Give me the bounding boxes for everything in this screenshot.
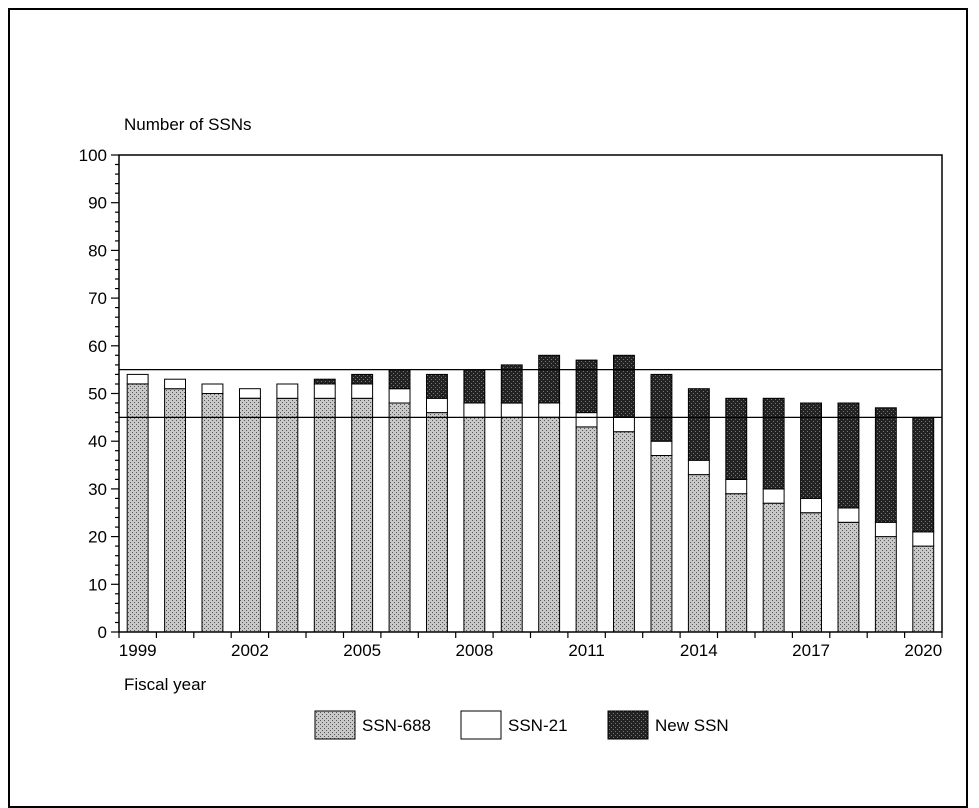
bar-ssn-21-2017 (800, 497, 822, 514)
bar-new-ssn-2009 (500, 364, 523, 404)
bar-new-ssn-2017 (800, 402, 822, 499)
x-tick-label: 2008 (455, 641, 493, 660)
y-tick-label: 50 (88, 385, 107, 404)
bars-group (126, 354, 935, 633)
bar-ssn-688-2011 (575, 426, 598, 633)
bar-ssn-688-2020 (912, 545, 935, 633)
y-tick-label: 90 (88, 194, 107, 213)
bar-ssn-21-2004 (313, 383, 336, 399)
bar-ssn-21-2019 (874, 521, 897, 538)
bar-ssn-688-2009 (500, 416, 523, 633)
y-tick-label: 0 (98, 623, 107, 642)
bar-new-ssn-2015 (725, 397, 748, 480)
bar-new-ssn-2010 (538, 354, 561, 404)
bar-ssn-21-2020 (912, 531, 935, 547)
bar-new-ssn-2016 (762, 397, 785, 490)
bar-new-ssn-2018 (837, 402, 860, 509)
bar-new-ssn-2006 (388, 369, 411, 390)
x-tick-label: 2017 (792, 641, 830, 660)
y-axis-label: Number of SSNs (124, 115, 252, 134)
bar-ssn-688-2004 (313, 397, 336, 633)
bar-ssn-21-2018 (837, 507, 860, 523)
y-tick-label: 80 (88, 241, 107, 260)
bar-ssn-21-2001 (201, 383, 224, 394)
y-tick-label: 10 (88, 575, 107, 594)
bar-ssn-688-2001 (201, 393, 224, 633)
bar-ssn-21-2012 (613, 416, 635, 433)
bar-ssn-688-2002 (239, 397, 261, 633)
bar-ssn-688-2016 (762, 502, 785, 633)
bar-ssn-688-2003 (276, 397, 299, 633)
bar-ssn-688-2019 (874, 536, 897, 633)
bar-new-ssn-2008 (463, 369, 486, 404)
legend-label-ssn-21: SSN-21 (508, 716, 568, 735)
bar-ssn-21-2008 (463, 402, 486, 418)
bar-ssn-21-2000 (164, 378, 187, 390)
bar-ssn-688-2015 (725, 493, 748, 633)
y-tick-label: 60 (88, 337, 107, 356)
bar-ssn-21-2003 (276, 383, 299, 399)
y-tick-label: 70 (88, 289, 107, 308)
x-tick-label: 2005 (343, 641, 381, 660)
legend-label-ssn-688: SSN-688 (362, 716, 431, 735)
bar-ssn-688-2013 (650, 455, 673, 633)
bar-ssn-688-2007 (426, 412, 448, 633)
bar-new-ssn-2011 (575, 359, 598, 414)
bar-ssn-21-2009 (500, 402, 523, 418)
reference-lines (119, 369, 942, 418)
bar-ssn-21-2015 (725, 478, 748, 495)
bar-ssn-688-2000 (164, 388, 187, 633)
y-tick-label: 20 (88, 528, 107, 547)
bar-new-ssn-2020 (912, 416, 935, 533)
bar-ssn-688-2006 (388, 402, 411, 633)
bar-new-ssn-2005 (351, 373, 374, 385)
bar-ssn-688-2017 (800, 512, 822, 633)
bar-ssn-688-1999 (126, 383, 149, 633)
bar-ssn-688-2008 (463, 416, 486, 633)
bar-ssn-688-2018 (837, 521, 860, 633)
bar-ssn-21-2002 (239, 388, 261, 399)
bar-new-ssn-2014 (687, 388, 710, 461)
bar-ssn-21-2005 (351, 383, 374, 399)
bar-ssn-21-2014 (687, 459, 710, 476)
y-tick-label: 40 (88, 432, 107, 451)
bar-ssn-688-2010 (538, 416, 561, 633)
bar-ssn-21-2011 (575, 412, 598, 428)
legend-swatch-new-ssn (607, 710, 649, 740)
x-tick-label: 2014 (680, 641, 718, 660)
bar-ssn-21-2016 (762, 488, 785, 504)
y-tick-label: 100 (79, 146, 107, 165)
legend-swatch-ssn-21 (460, 710, 502, 740)
x-axis: 1999 2002 2005 2008 2011 2014 2017 2020 (118, 632, 943, 660)
chart-svg: Number of SSNs Fiscal year 0 10 20 30 40 50 60… (79, 115, 943, 740)
bar-new-ssn-2007 (426, 373, 448, 399)
x-tick-label: 1999 (119, 641, 157, 660)
bar-ssn-21-2007 (426, 397, 448, 414)
bar-ssn-688-2014 (687, 474, 710, 633)
legend: SSN-688 SSN-21 New SSN (314, 710, 729, 740)
bar-new-ssn-2019 (874, 407, 897, 523)
bar-new-ssn-2012 (613, 354, 635, 418)
legend-swatch-ssn-688 (314, 710, 356, 740)
bar-ssn-21-2006 (388, 388, 411, 404)
x-tick-label: 2002 (231, 641, 269, 660)
bar-ssn-21-1999 (126, 373, 149, 385)
bar-ssn-21-2013 (650, 440, 673, 457)
bar-new-ssn-2013 (650, 373, 673, 442)
bar-ssn-688-2012 (613, 431, 635, 633)
bar-new-ssn-2004 (313, 378, 336, 385)
bar-ssn-688-2005 (351, 397, 374, 633)
legend-label-new-ssn: New SSN (655, 716, 729, 735)
x-tick-label: 2011 (568, 641, 605, 660)
y-tick-label: 30 (88, 480, 107, 499)
x-axis-label: Fiscal year (124, 675, 207, 694)
y-axis: 0 10 20 30 40 50 60 70 80 90 100 (79, 146, 119, 642)
x-tick-label: 2020 (904, 641, 942, 660)
bar-ssn-21-2010 (538, 402, 561, 418)
